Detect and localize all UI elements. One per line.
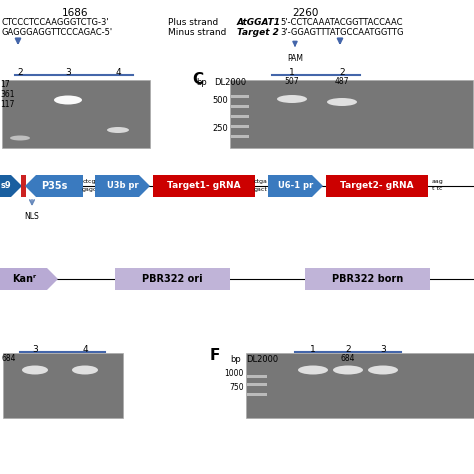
Text: DL2000: DL2000 — [214, 78, 246, 87]
Text: U3b pr: U3b pr — [107, 182, 138, 191]
Text: bp: bp — [196, 78, 207, 87]
Text: P35s: P35s — [41, 181, 67, 191]
Polygon shape — [95, 175, 150, 197]
Text: AtGGAT1: AtGGAT1 — [237, 18, 281, 27]
Text: 3: 3 — [32, 345, 38, 354]
Bar — [21, 175, 26, 197]
Bar — [247, 393, 267, 395]
Text: Target1- gRNA: Target1- gRNA — [167, 182, 241, 191]
Text: Kanʳ: Kanʳ — [12, 274, 36, 284]
Bar — [231, 95, 249, 98]
Polygon shape — [268, 175, 323, 197]
Bar — [3, 353, 123, 418]
Text: 1000: 1000 — [225, 368, 244, 377]
Text: 3: 3 — [380, 345, 386, 354]
Bar — [246, 353, 474, 418]
Ellipse shape — [54, 95, 82, 104]
Text: ctga: ctga — [254, 179, 268, 183]
Text: Minus strand: Minus strand — [168, 28, 227, 37]
Text: 1686: 1686 — [62, 8, 88, 18]
Text: 17: 17 — [0, 80, 9, 89]
Ellipse shape — [333, 365, 363, 374]
Text: PAM: PAM — [287, 54, 303, 63]
Text: PBR322 born: PBR322 born — [332, 274, 403, 284]
Text: 361: 361 — [0, 90, 15, 99]
Text: bp: bp — [230, 355, 241, 364]
Text: 4: 4 — [82, 345, 88, 354]
Text: 2260: 2260 — [292, 8, 318, 18]
Bar — [305, 268, 430, 290]
Text: 1: 1 — [289, 68, 295, 77]
Bar — [230, 80, 473, 148]
Text: 117: 117 — [0, 100, 14, 109]
Ellipse shape — [327, 98, 357, 106]
Text: 5'-CCTCAAATACGGTTACCAAC: 5'-CCTCAAATACGGTTACCAAC — [280, 18, 402, 27]
Bar — [115, 268, 230, 290]
Ellipse shape — [10, 136, 30, 140]
Ellipse shape — [277, 95, 307, 103]
Text: 250: 250 — [212, 124, 228, 133]
Text: ctcg: ctcg — [82, 179, 96, 183]
Text: aag: aag — [432, 179, 444, 183]
Text: 2: 2 — [345, 345, 351, 354]
Text: GAGGGAGGTTCCCAGAC-5': GAGGGAGGTTCCCAGAC-5' — [2, 28, 113, 37]
Text: 3'-GGAGTTTATGCCAATGGTTG: 3'-GGAGTTTATGCCAATGGTTG — [280, 28, 403, 37]
Bar — [231, 115, 249, 118]
Bar — [231, 125, 249, 128]
Text: gact: gact — [254, 186, 268, 191]
Ellipse shape — [298, 365, 328, 374]
Text: 4: 4 — [115, 68, 121, 77]
Text: 3: 3 — [65, 68, 71, 77]
Text: gagc: gagc — [82, 186, 97, 191]
Text: NLS: NLS — [25, 212, 39, 221]
Ellipse shape — [107, 127, 129, 133]
Text: U6-1 pr: U6-1 pr — [278, 182, 313, 191]
Text: 507: 507 — [285, 77, 299, 86]
Polygon shape — [25, 175, 83, 197]
Bar — [326, 175, 428, 197]
Text: DL2000: DL2000 — [246, 355, 278, 364]
Text: 2: 2 — [339, 68, 345, 77]
Text: 487: 487 — [335, 77, 349, 86]
Bar — [247, 383, 267, 385]
Text: Plus strand: Plus strand — [168, 18, 218, 27]
Text: 684: 684 — [341, 354, 355, 363]
Text: s9: s9 — [0, 182, 11, 191]
Bar — [231, 135, 249, 137]
Text: 750: 750 — [229, 383, 244, 392]
Text: F: F — [210, 348, 220, 363]
Text: C: C — [192, 72, 203, 87]
Text: Target2- gRNA: Target2- gRNA — [340, 182, 414, 191]
Bar — [153, 175, 255, 197]
Text: PBR322 ori: PBR322 ori — [142, 274, 203, 284]
Bar — [2, 80, 150, 148]
Polygon shape — [0, 268, 58, 290]
Bar — [231, 105, 249, 108]
Text: t tc: t tc — [432, 186, 443, 191]
Text: CTCCCTCCAAGGGTCTG-3': CTCCCTCCAAGGGTCTG-3' — [2, 18, 109, 27]
Text: 500: 500 — [212, 95, 228, 104]
Text: 1: 1 — [310, 345, 316, 354]
Text: Target 2: Target 2 — [237, 28, 279, 37]
Text: 684: 684 — [2, 354, 17, 363]
Polygon shape — [0, 175, 22, 197]
Text: 2: 2 — [17, 68, 23, 77]
Bar — [247, 375, 267, 377]
Ellipse shape — [368, 365, 398, 374]
Ellipse shape — [72, 365, 98, 374]
Ellipse shape — [22, 365, 48, 374]
